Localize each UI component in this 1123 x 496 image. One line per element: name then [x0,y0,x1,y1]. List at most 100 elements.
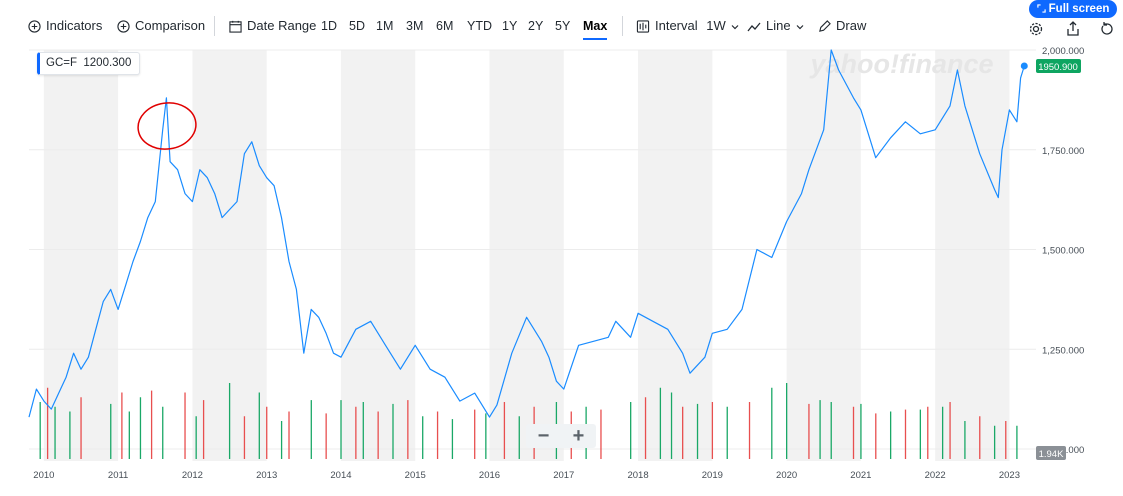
chevron-down-icon [796,24,804,29]
chart-type-button[interactable]: Line [747,17,804,35]
x-tick-label: 2018 [627,470,648,481]
volume-bar [266,406,268,459]
line-label: Line [766,18,791,33]
x-tick-label: 2011 [108,470,128,481]
volume-bar [630,402,632,459]
toolbar-divider [214,16,215,36]
volume-bar [228,383,231,459]
range-max[interactable]: Max [583,19,608,40]
volume-bar [474,409,476,459]
range-1m[interactable]: 1M [376,19,394,33]
volume-bar [941,406,944,459]
x-tick-label: 2010 [33,470,54,481]
x-tick-label: 2023 [999,470,1020,481]
volume-bar [422,416,424,459]
indicators-button[interactable]: Indicators [28,17,102,35]
volume-bar [288,411,290,459]
last-price-label: 1950.900 [1038,62,1078,73]
volume-badge [1036,446,1066,460]
year-shade-band [340,50,416,461]
last-price-dot [1020,62,1028,70]
toolbar-divider [622,16,623,36]
range-5y[interactable]: 5Y [555,19,571,33]
calendar-icon [229,20,242,33]
range-1d[interactable]: 1D [321,19,337,33]
last-price-badge [1036,58,1081,73]
volume-bar [830,402,832,459]
volume-bar [54,406,56,459]
range-1y[interactable]: 1Y [502,19,518,33]
x-tick-label: 2020 [776,470,797,481]
volume-bar [600,409,602,459]
volume-bar [355,406,357,459]
expand-icon [1036,4,1046,13]
price-series-line [28,49,1025,418]
year-shade-band [43,50,119,461]
chart-toolbar: Indicators Comparison Date Range 1D 5D 1M 3… [0,0,1123,50]
zoom-controls: − + [526,424,596,448]
y-tick-label: 1,750.000 [1042,146,1084,157]
candles-icon [636,20,650,33]
indicators-label: Indicators [46,18,103,33]
range-6m[interactable]: 6M [436,19,454,33]
volume-bar [485,413,487,459]
volume-bar [852,406,855,459]
range-3m[interactable]: 3M [406,19,424,33]
volume-bar [280,421,283,459]
date-range-button[interactable]: Date Range [229,17,316,35]
reset-icon[interactable] [1099,21,1115,37]
volume-bar [682,406,684,459]
volume-bar [949,402,951,459]
x-tick-label: 2013 [256,470,277,481]
volume-bar [670,392,673,459]
interval-value: 1W [706,18,726,33]
range-ytd[interactable]: YTD [467,19,492,33]
volume-bar [195,416,197,459]
x-tick-label: 2019 [702,470,723,481]
interval-label: Interval [655,18,698,33]
gear-icon[interactable] [1028,21,1044,37]
volume-bar [325,413,327,459]
range-5d[interactable]: 5D [349,19,365,33]
volume-bar [889,411,892,459]
ticker-legend[interactable]: GC=F 1200.300 [37,52,141,75]
volume-bar [786,383,788,459]
share-icon[interactable] [1065,21,1081,37]
pencil-icon [819,20,831,32]
x-tick-label: 2016 [479,470,500,481]
line-chart-icon [747,22,761,31]
yahoo-finance-watermark: yahoo!finance [808,49,993,79]
y-tick-label: 1,250.000 [1042,345,1084,356]
chevron-down-icon [731,24,739,29]
volume-bar [1005,421,1007,459]
draw-label: Draw [836,18,867,33]
volume-bar [362,402,364,459]
volume-bar [726,406,728,459]
volume-bar [377,411,379,459]
volume-bar [436,411,439,459]
volume-bar [644,397,647,459]
plus-circle-icon [28,20,41,33]
volume-bar [518,416,520,459]
x-tick-label: 2014 [330,470,351,481]
volume-bar [340,400,342,459]
volume-bar [258,392,260,459]
volume-bar [451,419,454,459]
volume-bar [711,402,714,459]
volume-bar [696,403,699,459]
volume-bar [659,387,662,459]
range-2y[interactable]: 2Y [528,19,544,33]
volume-bar [979,416,981,459]
interval-button[interactable]: Interval 1W [636,17,739,35]
draw-button[interactable]: Draw [818,17,866,35]
zoom-out-button[interactable]: − [537,425,550,447]
x-tick-label: 2012 [182,470,203,481]
y-tick-label: 1,500.000 [1042,246,1084,257]
comparison-button[interactable]: Comparison [117,17,205,35]
volume-bar [392,403,394,459]
zoom-in-button[interactable]: + [572,425,585,447]
fullscreen-button[interactable]: Full screen [1029,0,1117,18]
volume-bar [904,409,907,459]
volume-bar [860,403,862,459]
